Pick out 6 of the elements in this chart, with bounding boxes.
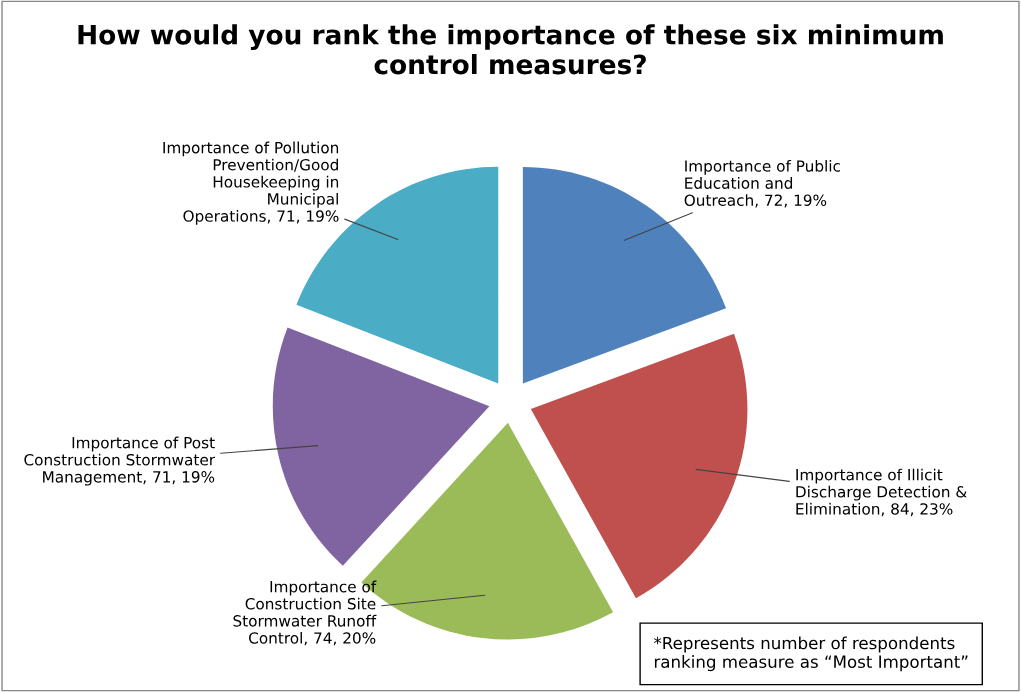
text: *Represents number of respondents ranking measure as “Most Important” — [653, 636, 968, 672]
chart-title: How would you rank the importance of these six minimum control measures? — [78, 24, 943, 75]
slice-label: Importance of Illicit Discharge Detection & Elimination, 84, 23% — [796, 468, 967, 517]
slice-label: Importance of Public Education and Outreach, 72, 19% — [684, 159, 841, 208]
slice-label: Importance of Pollution Prevention/Good Housekeeping in Municipal Operations, 71, 19% — [163, 141, 339, 225]
slice-label: Importance of Post Construction Stormwater Management, 71, 19% — [24, 436, 216, 486]
